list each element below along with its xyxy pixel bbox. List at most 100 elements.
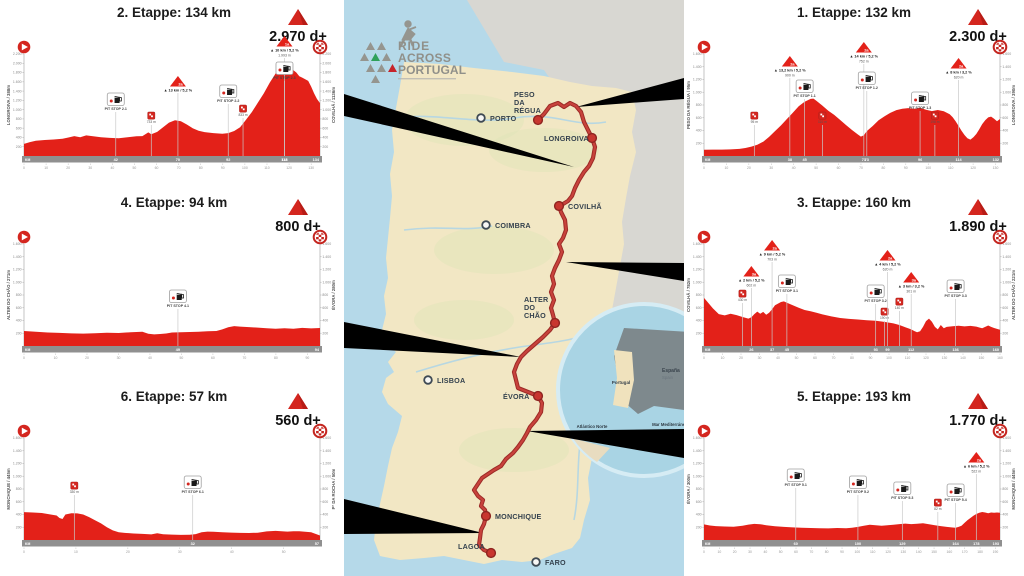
city-longroiva: LONGROIVA (544, 132, 598, 144)
svg-text:200: 200 (322, 525, 328, 529)
sprint-label: 833 m (238, 113, 247, 117)
climb-icon (950, 58, 967, 69)
svg-text:130: 130 (901, 550, 907, 554)
svg-text:1.400: 1.400 (322, 89, 331, 93)
svg-text:40: 40 (792, 166, 796, 170)
svg-text:40: 40 (148, 356, 152, 360)
svg-text:1.000: 1.000 (322, 280, 331, 284)
svg-text:150: 150 (979, 356, 985, 360)
start-axis-label: ALTER DO CHÃO / 271m (6, 270, 11, 320)
climb-summit-label: 620 m (883, 267, 893, 271)
pitstop-marker: 96 PIT STOP 1.3 (909, 91, 931, 162)
svg-text:1.200: 1.200 (1002, 268, 1011, 272)
climb-label: ▲ 10 km / 5,2 % (270, 49, 299, 53)
svg-text:30: 30 (748, 550, 752, 554)
city-lagoa: LAGOA (458, 542, 497, 559)
city-label: COVILHÃ (568, 202, 602, 211)
city-label: PESO (514, 90, 535, 99)
sprint-marker: 190 m (880, 307, 889, 346)
svg-text:60: 60 (837, 166, 841, 170)
svg-text:Spain: Spain (662, 375, 674, 380)
pitstop-label: PIT STOP 3.3 (944, 294, 966, 298)
stage-title: 3. Etappe: 160 km (797, 195, 911, 210)
climb-marker: 71 2a ▲ 14 km / 5,2 %752 m (850, 42, 879, 162)
svg-text:94: 94 (315, 348, 320, 352)
city-label: CHÃO (524, 311, 546, 320)
svg-text:32: 32 (191, 542, 195, 546)
svg-text:110: 110 (870, 550, 876, 554)
svg-text:30: 30 (758, 356, 762, 360)
svg-text:600: 600 (1002, 116, 1008, 120)
climb-marker: 38 2a ▲ 13,2 km / 5,2 %900 m (774, 56, 806, 162)
callout-wedge (344, 499, 483, 534)
distance-bar (22, 156, 322, 163)
svg-text:España: España (662, 368, 680, 374)
finish-checkered-icon (312, 423, 328, 439)
svg-text:1.400: 1.400 (322, 449, 331, 453)
svg-text:26: 26 (749, 348, 753, 352)
city-label: LAGOA (458, 542, 485, 551)
city-label: MONCHIQUE (495, 512, 542, 521)
climb-label: ▲ 4 km / 5,2 % (874, 263, 901, 267)
svg-text:42: 42 (114, 158, 118, 162)
svg-text:30: 30 (88, 166, 92, 170)
svg-text:110: 110 (948, 166, 954, 170)
stage-2-chart-panel: 2. Etappe: 134 km 2.970 d+ 200 200 400 400 600… (2, 0, 342, 192)
pitstop-marker: 60 PIT STOP 5.1 (785, 468, 807, 546)
route-city-dot (553, 200, 565, 212)
svg-text:178: 178 (973, 542, 979, 546)
distance-bar (22, 346, 322, 353)
portugal-route-map: España Spain Portugal Atlántico Norte Mar Me… (344, 0, 732, 576)
climb-marker: 26 3a ▲ 2 km / 5,2 %602 m (738, 266, 765, 352)
svg-text:200: 200 (1002, 141, 1008, 145)
svg-text:164: 164 (952, 542, 959, 546)
stage-title: 6. Etappe: 57 km (121, 389, 228, 404)
pitstop-label: PIT STOP 3.1 (776, 289, 798, 293)
svg-text:200: 200 (16, 331, 22, 335)
svg-text:112: 112 (908, 348, 914, 352)
pitstop-label: PIT STOP 5.3 (891, 496, 913, 500)
svg-text:400: 400 (16, 513, 22, 517)
svg-text:2a: 2a (959, 63, 964, 68)
city-monchique: MONCHIQUE (480, 510, 542, 522)
start-axis-label: LONGROIVA / 388m (6, 85, 11, 125)
svg-text:1.200: 1.200 (322, 268, 331, 272)
logo-tagline (398, 78, 456, 80)
svg-text:73: 73 (865, 158, 869, 162)
svg-text:KM: KM (705, 348, 710, 352)
svg-text:99: 99 (885, 348, 889, 352)
city-label: PORTO (490, 114, 517, 123)
elevation-gain-badge: 1.770 d+ (949, 393, 1007, 429)
x-axis-ticks: 0 10 20 30 40 50 (23, 547, 286, 554)
climb-label: ▲ 9 km / 5,2 % (759, 253, 786, 257)
svg-text:1.800: 1.800 (322, 71, 331, 75)
svg-text:1.000: 1.000 (1002, 474, 1011, 478)
svg-text:100: 100 (855, 542, 861, 546)
stage-4-chart-panel: 4. Etappe: 94 km 800 d+ 200 200 400 400 600 600… (2, 190, 342, 382)
svg-text:2.000: 2.000 (322, 61, 331, 65)
svg-text:20: 20 (126, 550, 130, 554)
svg-text:93: 93 (874, 348, 878, 352)
svg-text:60: 60 (794, 542, 798, 546)
svg-text:200: 200 (696, 525, 702, 529)
svg-text:45: 45 (785, 348, 789, 352)
route-line (472, 101, 597, 555)
svg-text:400: 400 (1002, 513, 1008, 517)
city--vora: ÉVORA (503, 390, 544, 402)
svg-text:130: 130 (942, 356, 948, 360)
svg-text:1.000: 1.000 (13, 108, 22, 112)
svg-text:80: 80 (825, 550, 829, 554)
svg-text:0: 0 (703, 550, 705, 554)
svg-text:1.600: 1.600 (322, 80, 331, 84)
svg-text:1.800: 1.800 (13, 71, 22, 75)
svg-text:1.200: 1.200 (322, 462, 331, 466)
svg-text:800: 800 (696, 487, 702, 491)
climb-label: ▲ 14 km / 5,2 % (850, 55, 879, 59)
pitstop-marker: 42 PIT STOP 2.1 (105, 92, 127, 162)
climb-label: ▲ 6 km / 5,2 % (963, 465, 990, 469)
svg-text:140: 140 (960, 356, 966, 360)
start-play-icon (697, 230, 711, 244)
